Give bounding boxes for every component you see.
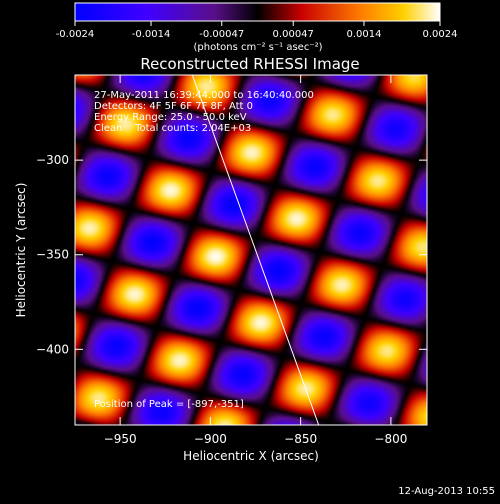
annotation-energy-range: Energy Range: 25.0 - 50.0 keV (94, 112, 247, 123)
footer-date: 12-Aug-2013 10:55 (398, 486, 495, 497)
heatmap-area (75, 75, 427, 425)
colorbar-tick-label: 0.00047 (273, 29, 314, 40)
x-tick-label: −850 (284, 432, 317, 446)
annotation-block: 27-May-2011 16:39:44.000 to 16:40:40.000… (94, 90, 314, 134)
colorbar-tick-label: 0.0024 (423, 29, 458, 40)
y-axis-ticks: −300 −350 −400 (36, 153, 427, 356)
colorbar-tick-label: -0.0024 (56, 29, 95, 40)
colorbar-unit-label: (photons cm⁻² s⁻¹ asec⁻²) (193, 42, 322, 53)
colorbar-tick-label: -0.0014 (132, 29, 171, 40)
colorbar-tick-label: 0.0014 (346, 29, 381, 40)
y-tick-label: −350 (36, 248, 69, 262)
solar-limb-line (191, 75, 320, 425)
y-tick-label: −400 (36, 342, 69, 356)
annotation-time-range: 27-May-2011 16:39:44.000 to 16:40:40.000 (94, 90, 314, 101)
colorbar-gradient (74, 2, 441, 22)
x-tick-label: −900 (194, 432, 227, 446)
chart-title: Reconstructed RHESSI Image (140, 55, 359, 73)
colorbar-ticks: -0.0024 -0.0014 -0.00047 0.00047 0.0014 0.002… (56, 21, 458, 40)
x-tick-label: −950 (104, 432, 137, 446)
y-axis-label: Heliocentric Y (arcsec) (14, 183, 28, 318)
heatmap-image (75, 75, 427, 425)
peak-position-label: Position of Peak = [-897,-351] (94, 399, 244, 410)
x-axis-label: Heliocentric X (arcsec) (183, 449, 319, 463)
y-tick-label: −300 (36, 153, 69, 167)
plot-frame (74, 74, 428, 426)
annotation-clean-counts: Clean Total counts: 2.04E+03 (94, 123, 251, 134)
colorbar: -0.0024 -0.0014 -0.00047 0.00047 0.0014 0.002… (56, 2, 458, 53)
x-axis-ticks: −950 −900 −850 −800 (104, 75, 407, 446)
colorbar-tick-label: -0.00047 (199, 29, 244, 40)
x-tick-label: −800 (374, 432, 407, 446)
annotation-detectors: Detectors: 4F 5F 6F 7F 8F, Att 0 (94, 101, 253, 112)
